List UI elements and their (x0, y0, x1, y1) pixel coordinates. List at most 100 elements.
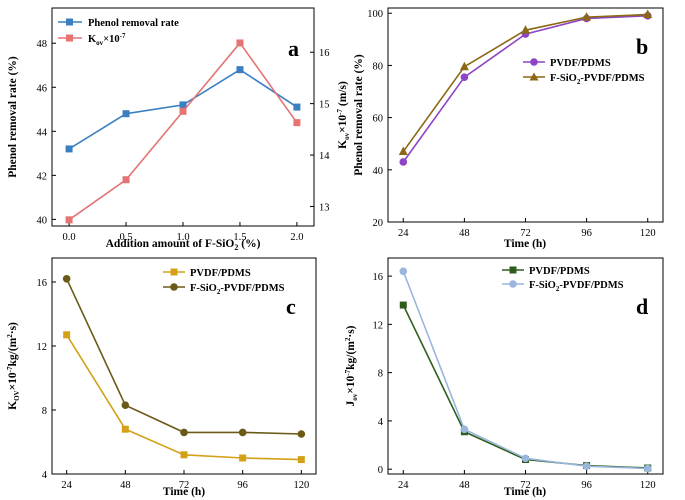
legend-label-fsio2: F-SiO2-PVDF/PDMS (550, 73, 645, 86)
legend-marker-fsio2 (170, 283, 178, 291)
x-tick-label: 24 (398, 228, 409, 239)
data-point-series-2 (399, 267, 408, 276)
panel-d-series (399, 267, 652, 473)
y-tick-label: 42 (37, 171, 48, 182)
legend-marker-pvdf (509, 266, 517, 274)
panel-a-ticks: 0.0 0.5 1.0 1.5 2.0 40 42 44 46 48 13 14 15 16 (37, 39, 331, 243)
panel-d-legend: PVDF/PDMS F-SiO2-PVDF/PDMS (502, 266, 624, 293)
panel-a-ylabel: Phenol removal rate (%) (7, 56, 19, 178)
x-tick-label: 24 (398, 480, 409, 491)
series-line-2 (65, 278, 302, 435)
data-point-series-2 (238, 428, 247, 437)
y-tick-label: 60 (373, 114, 384, 125)
panel-d-xlabel: Time (h) (504, 486, 546, 498)
data-point-series-2 (297, 430, 306, 438)
legend-label-kov: Kov×10-7 (88, 32, 126, 47)
y2-tick-label: 16 (319, 48, 330, 59)
data-point-series-1 (460, 73, 469, 81)
y-tick-label: 40 (373, 166, 384, 177)
legend-marker-fsio2 (509, 280, 517, 288)
data-point-series-2 (582, 12, 592, 21)
panel-d-ylabel: Jov×10-7kg/(m2·s) (344, 325, 359, 406)
data-point-series-1 (122, 110, 130, 118)
legend-marker-phenol (66, 18, 73, 26)
y-tick-label: 46 (37, 83, 48, 94)
legend-marker-pvdf (530, 58, 538, 66)
legend-marker-kov (66, 34, 73, 42)
data-point-series-2 (65, 216, 73, 224)
panel-letter-d: d (636, 294, 648, 319)
data-point-series-2 (521, 25, 530, 34)
data-point-series-2 (398, 146, 408, 156)
y-tick-label: 0 (378, 465, 383, 476)
x-tick-label: 120 (640, 228, 656, 239)
series-line-2 (402, 270, 648, 470)
panel-c-xlabel: Time (h) (163, 486, 205, 498)
panel-b-xlabel: Time (h) (504, 238, 546, 250)
panel-c-ylabel: KOV×10-7kg/(m2·s) (6, 322, 21, 410)
y-tick-label: 100 (367, 9, 383, 20)
x-tick-label: 0.0 (63, 232, 76, 243)
x-tick-label: 96 (237, 480, 248, 491)
data-point-series-2 (62, 275, 71, 283)
series-line-1 (402, 304, 648, 469)
y-tick-label: 12 (373, 320, 384, 331)
x-tick-label: 72 (179, 480, 190, 491)
panel-b: 24 48 72 96 120 20 40 60 80 100 PVDF/PDMS F-SiO2-… (336, 7, 664, 250)
x-tick-label: 48 (459, 480, 470, 491)
y-tick-label: 8 (42, 406, 47, 417)
legend-label-fsio2: F-SiO2-PVDF/PDMS (190, 283, 285, 296)
y-tick-label: 4 (378, 417, 384, 428)
data-point-series-1 (399, 301, 407, 309)
data-point-series-1 (297, 456, 305, 464)
legend-label-fsio2: F-SiO2-PVDF/PDMS (529, 280, 624, 293)
x-tick-label: 1.5 (233, 232, 246, 243)
data-point-series-2 (236, 39, 244, 47)
y2-tick-label: 15 (319, 100, 330, 111)
data-point-series-1 (63, 331, 71, 339)
data-point-series-1 (121, 425, 129, 433)
data-point-series-2 (460, 425, 469, 434)
x-tick-label: 72 (520, 480, 531, 491)
data-point-series-2 (643, 464, 652, 473)
legend-label-pvdf: PVDF/PDMS (190, 268, 251, 279)
panel-a-series (65, 39, 301, 224)
x-tick-label: 24 (61, 480, 72, 491)
data-point-series-1 (65, 145, 73, 153)
panel-b-series (398, 9, 653, 166)
x-tick-label: 120 (640, 480, 656, 491)
panel-c-legend: PVDF/PDMS F-SiO2-PVDF/PDMS (163, 268, 285, 296)
data-point-series-1 (236, 66, 244, 74)
x-tick-label: 48 (459, 228, 470, 239)
x-tick-label: 1.0 (176, 232, 189, 243)
data-point-series-2 (122, 176, 130, 184)
legend-label-phenol: Phenol removal rate (88, 18, 179, 29)
data-point-series-1 (399, 158, 408, 166)
data-point-series-1 (180, 451, 188, 459)
data-point-series-2 (643, 9, 653, 19)
y-tick-label: 44 (37, 127, 48, 138)
x-tick-label: 0.5 (119, 232, 132, 243)
x-tick-label: 96 (581, 228, 592, 239)
y-tick-label: 16 (37, 278, 48, 289)
y2-tick-label: 13 (319, 202, 330, 213)
y-tick-label: 80 (373, 61, 384, 72)
panel-c-series (62, 275, 306, 464)
data-point-series-2 (180, 428, 188, 437)
data-point-series-1 (239, 454, 247, 462)
y-tick-label: 16 (373, 272, 384, 283)
series-line-2 (68, 41, 298, 221)
data-point-series-2 (293, 119, 301, 127)
panel-b-ylabel-1: Kov×10-7 (m/s) (336, 81, 351, 149)
x-tick-label: 2.0 (290, 232, 303, 243)
data-point-series-2 (582, 462, 591, 470)
y-tick-label: 4 (42, 470, 48, 481)
data-point-series-1 (179, 101, 187, 109)
data-point-series-2 (179, 107, 187, 115)
panel-letter-b: b (636, 34, 648, 59)
legend-label-pvdf: PVDF/PDMS (550, 58, 611, 69)
